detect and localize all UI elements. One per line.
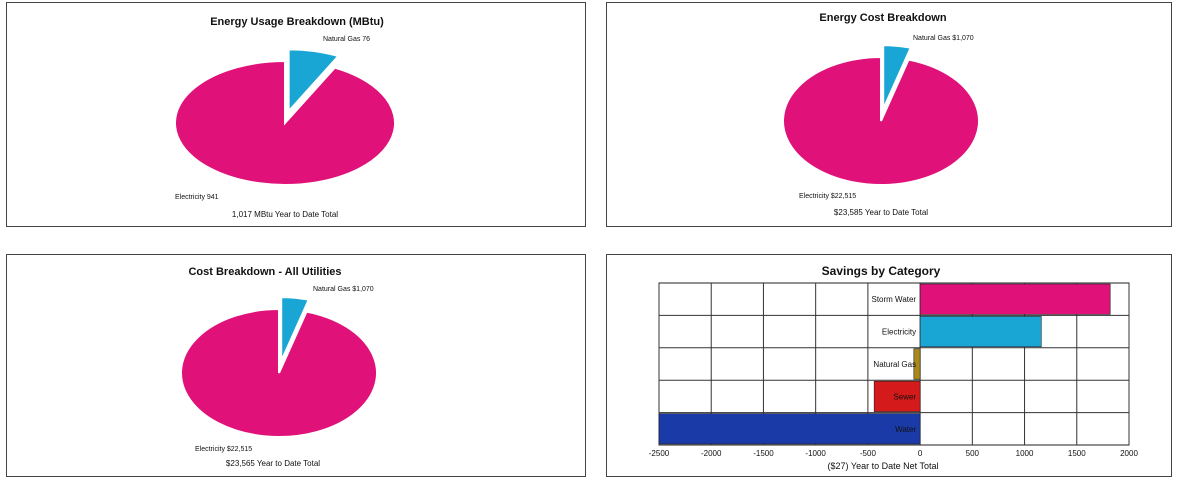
bar-storm-water	[919, 283, 1111, 315]
category-label: Natural Gas	[873, 360, 916, 369]
pie-slice-electricity	[782, 55, 980, 186]
x-tick-label: -2000	[701, 449, 722, 458]
x-tick-label: 500	[966, 449, 980, 458]
savings-by-category-panel: Savings by Category Storm Water Electrici…	[606, 254, 1172, 477]
chart-footer: $23,585 Year to Date Total	[834, 208, 928, 217]
slice-label: Electricity $22,515	[799, 193, 856, 200]
slice-label: Electricity 941	[175, 194, 219, 201]
slice-label: Natural Gas $1,070	[313, 286, 374, 293]
x-tick-label: 1500	[1068, 449, 1086, 458]
x-tick-label: -2500	[649, 449, 670, 458]
x-tick-label: 2000	[1120, 449, 1138, 458]
slice-label: Natural Gas 76	[323, 36, 370, 43]
x-tick-label: 0	[918, 449, 923, 458]
chart-title: Savings by Category	[822, 264, 941, 278]
chart-footer: ($27) Year to Date Net Total	[828, 461, 939, 471]
slice-label: Electricity $22,515	[195, 446, 252, 453]
category-label: Sewer	[893, 392, 916, 401]
energy-usage-pie-chart: Energy Usage Breakdown (MBtu) Natural Ga…	[174, 16, 396, 219]
chart-footer: 1,017 MBtu Year to Date Total	[232, 210, 338, 219]
bar-water	[658, 413, 921, 445]
energy-cost-pie-chart: Energy Cost Breakdown Natural Gas $1,070…	[782, 12, 980, 217]
cost-all-utilities-pie-chart: Cost Breakdown - All Utilities Natural G…	[180, 266, 378, 468]
pie-slice-natural-gas	[882, 44, 913, 110]
bar-electricity	[919, 316, 1042, 348]
category-label: Water	[895, 425, 916, 434]
energy-usage-pie	[174, 48, 396, 186]
pie-slice-electricity	[180, 307, 378, 438]
slice-label: Natural Gas $1,070	[913, 35, 974, 42]
x-tick-label: -1500	[753, 449, 774, 458]
energy-cost-panel: Energy Cost Breakdown Natural Gas $1,070…	[606, 2, 1172, 227]
savings-bar-chart: Savings by Category Storm Water Electrici…	[649, 264, 1139, 471]
bars	[658, 283, 1111, 445]
energy-usage-panel: Energy Usage Breakdown (MBtu) Natural Ga…	[6, 2, 586, 227]
tick-labels: -2500 -2000 -1500 -1000 -500 0 500 1000 1500 2000	[649, 449, 1139, 458]
chart-title: Energy Cost Breakdown	[819, 12, 946, 24]
bar-natural-gas	[913, 348, 921, 380]
cost-all-utilities-pie	[180, 296, 378, 438]
pie-slice-electricity	[174, 59, 396, 186]
bar-sewer	[873, 380, 921, 412]
energy-cost-pie	[782, 44, 980, 186]
category-label: Electricity	[882, 328, 916, 337]
x-tick-label: -1000	[805, 449, 826, 458]
chart-title: Energy Usage Breakdown (MBtu)	[210, 16, 384, 28]
category-label: Storm Water	[872, 295, 917, 304]
x-tick-label: -500	[860, 449, 877, 458]
chart-footer: $23,565 Year to Date Total	[226, 459, 320, 468]
x-tick-label: 1000	[1016, 449, 1034, 458]
pie-slice-natural-gas	[287, 48, 341, 114]
cost-all-utilities-panel: Cost Breakdown - All Utilities Natural G…	[6, 254, 586, 477]
chart-title: Cost Breakdown - All Utilities	[188, 266, 341, 278]
category-labels: Storm Water Electricity Natural Gas Sewer Wa…	[872, 295, 917, 434]
pie-slice-natural-gas	[280, 296, 311, 362]
